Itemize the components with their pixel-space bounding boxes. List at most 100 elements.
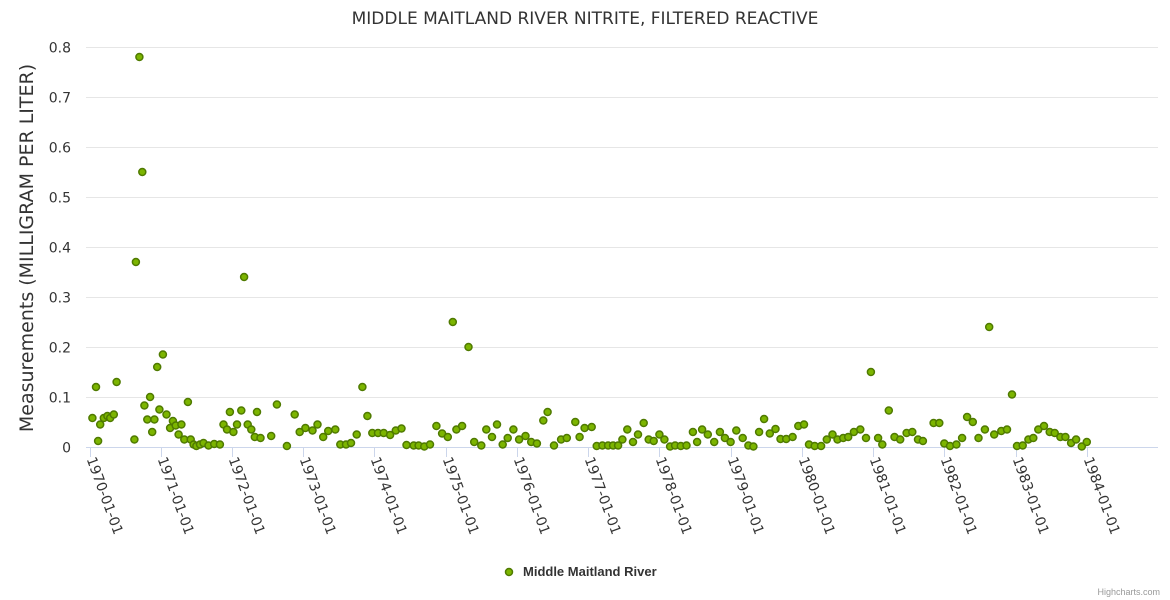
data-point[interactable] — [788, 432, 797, 442]
data-point[interactable] — [487, 432, 497, 442]
data-point[interactable] — [908, 427, 917, 437]
data-point[interactable] — [918, 436, 928, 446]
legend[interactable]: Middle Maitland River — [504, 564, 657, 579]
data-point[interactable] — [225, 407, 235, 417]
data-point[interactable] — [514, 435, 524, 444]
data-point[interactable] — [177, 420, 186, 429]
data-point[interactable] — [363, 411, 372, 421]
data-point[interactable] — [1050, 428, 1059, 438]
data-point[interactable] — [957, 433, 967, 443]
data-point[interactable] — [633, 430, 643, 439]
data-point[interactable] — [549, 441, 559, 450]
data-point[interactable] — [130, 435, 139, 444]
data-point[interactable] — [509, 425, 518, 434]
data-point[interactable] — [109, 410, 119, 419]
data-point[interactable] — [895, 435, 905, 444]
data-point[interactable] — [397, 424, 406, 433]
data-point[interactable] — [256, 433, 265, 443]
data-point[interactable] — [1071, 435, 1081, 444]
data-point[interactable] — [469, 437, 479, 447]
data-point[interactable] — [174, 430, 183, 439]
data-point[interactable] — [247, 425, 256, 434]
data-point[interactable] — [828, 430, 837, 439]
data-point[interactable] — [532, 439, 542, 448]
data-point[interactable] — [878, 440, 887, 449]
data-point[interactable] — [482, 425, 491, 434]
data-point[interactable] — [503, 433, 512, 443]
data-point[interactable] — [112, 377, 121, 387]
data-point[interactable] — [539, 416, 548, 425]
data-point[interactable] — [318, 432, 328, 442]
data-point[interactable] — [571, 417, 580, 427]
data-point[interactable] — [618, 435, 627, 444]
data-point[interactable] — [232, 420, 242, 429]
data-point[interactable] — [749, 442, 758, 451]
data-point[interactable] — [639, 418, 648, 428]
data-point[interactable] — [252, 407, 262, 417]
data-point[interactable] — [738, 433, 747, 443]
data-point[interactable] — [358, 382, 367, 392]
data-point[interactable] — [135, 52, 144, 62]
data-point[interactable] — [715, 427, 725, 437]
data-point[interactable] — [521, 431, 530, 441]
data-point[interactable] — [143, 415, 152, 424]
data-point[interactable] — [162, 410, 171, 419]
data-point[interactable] — [703, 430, 713, 439]
data-point[interactable] — [984, 322, 994, 332]
data-point[interactable] — [974, 433, 983, 443]
data-point[interactable] — [272, 400, 282, 409]
data-point[interactable] — [290, 410, 299, 419]
data-point[interactable] — [229, 427, 238, 437]
data-point[interactable] — [989, 430, 999, 439]
data-point[interactable] — [1077, 442, 1087, 451]
data-point[interactable] — [709, 437, 719, 447]
data-point[interactable] — [688, 427, 698, 437]
data-point[interactable] — [771, 424, 780, 434]
data-point[interactable] — [138, 167, 147, 177]
data-point[interactable] — [587, 422, 596, 432]
data-point[interactable] — [866, 367, 876, 377]
data-point[interactable] — [1018, 441, 1027, 450]
data-point[interactable] — [562, 433, 572, 443]
data-point[interactable] — [150, 415, 159, 424]
data-point[interactable] — [968, 417, 978, 427]
data-point[interactable] — [425, 440, 435, 449]
data-point[interactable] — [799, 420, 809, 429]
data-point[interactable] — [655, 430, 664, 439]
data-point[interactable] — [385, 430, 395, 440]
data-point[interactable] — [295, 427, 304, 437]
data-point[interactable] — [266, 431, 276, 441]
data-point[interactable] — [464, 342, 473, 352]
data-point[interactable] — [720, 433, 730, 443]
data-point[interactable] — [477, 441, 486, 450]
data-point[interactable] — [765, 429, 775, 438]
data-point[interactable] — [492, 420, 502, 429]
data-point[interactable] — [140, 401, 149, 410]
data-point[interactable] — [443, 432, 453, 442]
data-point[interactable] — [131, 257, 141, 267]
data-point[interactable] — [726, 437, 735, 447]
data-point[interactable] — [183, 397, 193, 407]
data-point[interactable] — [1029, 433, 1038, 443]
data-point[interactable] — [145, 392, 155, 402]
data-point[interactable] — [613, 441, 623, 450]
data-point[interactable] — [692, 437, 702, 447]
data-point[interactable] — [1061, 432, 1070, 442]
data-point[interactable] — [816, 441, 826, 451]
data-point[interactable] — [352, 430, 361, 439]
data-point[interactable] — [152, 362, 162, 372]
data-point[interactable] — [239, 272, 249, 282]
data-point[interactable] — [861, 433, 871, 443]
data-point[interactable] — [843, 432, 853, 442]
data-point[interactable] — [237, 406, 246, 415]
data-point[interactable] — [1007, 390, 1017, 399]
data-point[interactable] — [323, 426, 333, 436]
data-point[interactable] — [856, 425, 865, 434]
data-point[interactable] — [402, 440, 411, 450]
data-point[interactable] — [935, 418, 944, 428]
data-point[interactable] — [980, 425, 990, 434]
data-point[interactable] — [754, 427, 764, 437]
data-point[interactable] — [346, 438, 356, 448]
data-point[interactable] — [952, 440, 961, 449]
data-point[interactable] — [884, 406, 894, 415]
